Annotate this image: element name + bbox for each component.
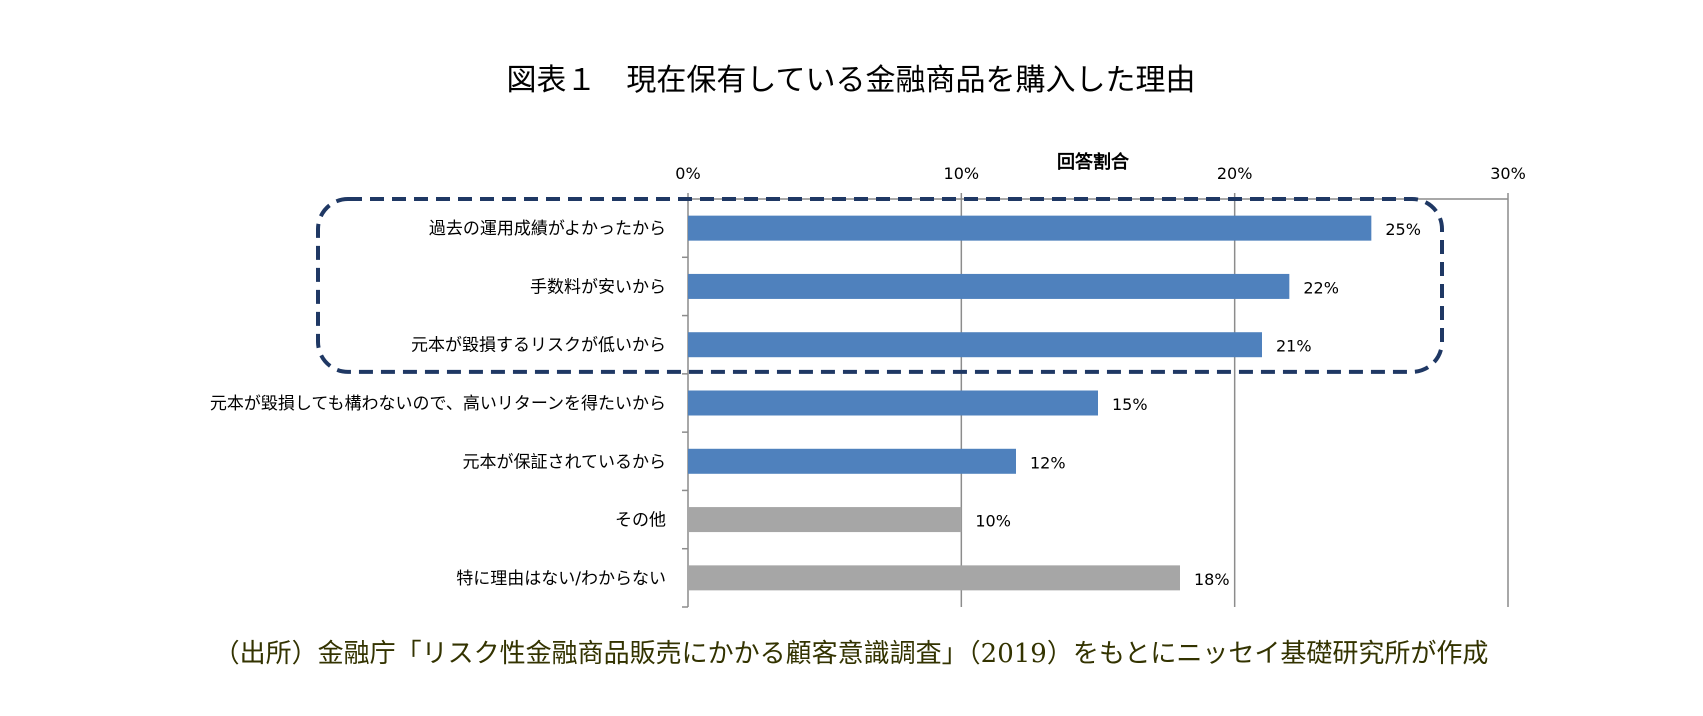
value-label-6: 18% (1194, 570, 1230, 589)
category-label-6: 特に理由はない/わからない (456, 569, 666, 589)
category-labels: 過去の運用成績がよかったから手数料が安いから元本が毀損するリスクが低いから元本が… (210, 219, 666, 589)
bar-2 (688, 332, 1262, 358)
highlight-dashed-box (316, 197, 1444, 374)
bars (688, 215, 1372, 591)
tick-label-20: 20% (1217, 164, 1253, 183)
tick-label-10: 10% (944, 164, 980, 183)
bar-4 (688, 448, 1016, 474)
category-label-0: 過去の運用成績がよかったから (429, 219, 666, 239)
category-label-4: 元本が保証されているから (463, 452, 667, 472)
value-labels: 25% 22% 21% 15% 12% 10% 18% (975, 220, 1421, 589)
value-label-2: 21% (1276, 337, 1312, 356)
highlight-box (316, 197, 1444, 374)
category-label-1: 手数料が安いから (530, 277, 666, 297)
value-label-3: 15% (1112, 395, 1148, 414)
tick-label-0: 0% (675, 164, 700, 183)
bar-1 (688, 273, 1290, 299)
bar-6 (688, 565, 1180, 591)
tick-label-30: 30% (1490, 164, 1526, 183)
source-note: （出所）金融庁「リスク性金融商品販売にかかる顧客意識調査」（2019）をもとにニ… (214, 639, 1489, 669)
x-axis-title: 回答割合 (1057, 151, 1130, 173)
chart-title: 図表１ 現在保有している金融商品を購入した理由 (506, 63, 1195, 98)
bar-5 (688, 507, 962, 533)
category-label-2: 元本が毀損するリスクが低いから (411, 336, 666, 356)
value-label-0: 25% (1385, 220, 1421, 239)
value-label-1: 22% (1303, 278, 1339, 297)
category-label-5: その他 (615, 511, 666, 531)
value-label-4: 12% (1030, 453, 1066, 472)
category-label-3: 元本が毀損しても構わないので、高いリターンを得たいから (210, 394, 666, 414)
bar-0 (688, 215, 1372, 241)
value-label-5: 10% (975, 512, 1011, 531)
bar-3 (688, 390, 1098, 416)
